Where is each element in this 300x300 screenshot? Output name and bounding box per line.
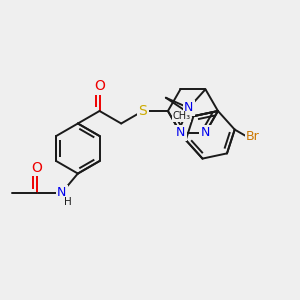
Text: N: N	[176, 126, 185, 139]
Text: CH₃: CH₃	[172, 111, 190, 122]
Text: N: N	[201, 126, 210, 139]
Text: H: H	[64, 196, 72, 207]
Text: Br: Br	[246, 130, 260, 143]
Text: S: S	[139, 104, 147, 118]
Text: O: O	[31, 161, 42, 175]
Text: O: O	[94, 79, 105, 93]
Text: N: N	[57, 186, 67, 199]
Text: N: N	[184, 101, 194, 114]
